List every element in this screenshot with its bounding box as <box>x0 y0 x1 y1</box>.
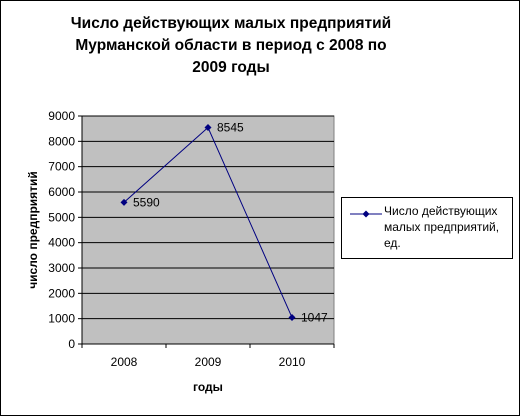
data-label: 5590 <box>133 195 160 209</box>
data-point-marker <box>204 124 212 132</box>
y-tick-label: 6000 <box>48 185 75 199</box>
legend-entry-label: Число действующих малых предприятий, ед. <box>384 204 500 250</box>
x-axis-title: годы <box>193 380 223 394</box>
data-label: 8545 <box>217 121 244 135</box>
chart-title: Число действующих малых предприятий Мурм… <box>70 15 392 76</box>
plot-area <box>81 115 335 345</box>
y-tick-label: 2000 <box>48 286 75 300</box>
y-tick-label: 8000 <box>48 134 75 148</box>
data-label: 1047 <box>301 310 328 324</box>
legend: Число действующих малых предприятий, ед. <box>341 197 513 259</box>
y-tick-label: 0 <box>68 337 75 351</box>
y-tick-label: 7000 <box>48 160 75 174</box>
data-point-marker <box>120 198 128 206</box>
y-tick-label: 4000 <box>48 236 75 250</box>
legend-series-marker <box>350 210 382 218</box>
legend-diamond-marker <box>362 210 370 218</box>
y-tick-label: 3000 <box>48 261 75 275</box>
x-tick-label: 2010 <box>279 355 306 369</box>
x-tick-label: 2009 <box>195 355 222 369</box>
y-tick-label: 5000 <box>48 210 75 224</box>
y-tick-label: 9000 <box>48 109 75 123</box>
data-point-marker <box>288 313 296 321</box>
y-tick-label: 1000 <box>48 312 75 326</box>
y-axis-title: число предприятий <box>26 171 40 289</box>
x-tick-label: 2008 <box>111 355 138 369</box>
